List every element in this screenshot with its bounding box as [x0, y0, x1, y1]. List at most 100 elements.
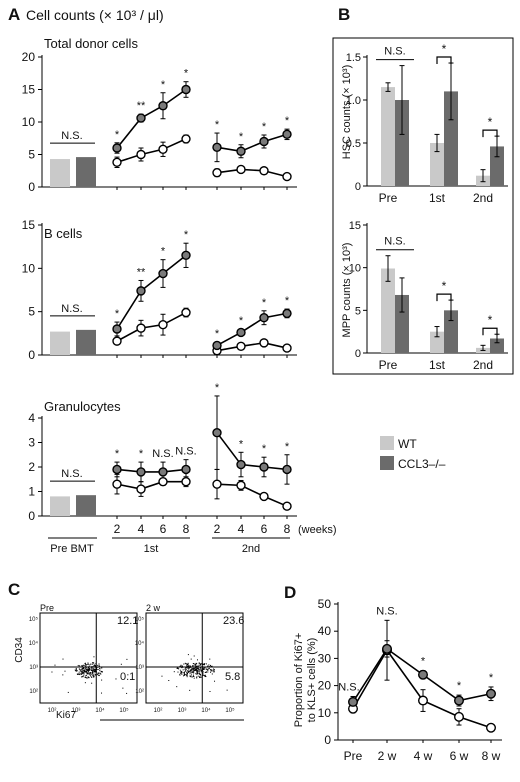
c0-event-188: [94, 674, 96, 676]
a0-first-annotation-3: *: [184, 68, 189, 80]
d-ytick-label-4: 40: [318, 624, 332, 638]
c0-event-132: [80, 670, 82, 672]
a2-first-point-s0-1: [136, 484, 146, 494]
a0-first-point-s0-2: [158, 144, 168, 155]
c1-event-189: [187, 667, 189, 669]
a1-ytick-label-3: 15: [22, 218, 36, 232]
c0-event-187: [87, 663, 89, 665]
c1-sparse-event-16: [214, 680, 216, 682]
c1-event-228: [201, 668, 203, 670]
panel-b-frame: [332, 37, 514, 375]
c1-event-125: [196, 670, 198, 672]
panel-label-d: D: [284, 583, 296, 602]
c1-sparse-event-12: [189, 689, 191, 691]
a1-first-point-s0-2: [158, 319, 168, 330]
b1-bar-0-1: [395, 294, 409, 353]
chart-c-plot1-title: Pre: [40, 603, 54, 613]
c0-event-103: [85, 677, 87, 679]
a0-first-line-0: [116, 138, 187, 164]
c1-event-188: [179, 674, 181, 676]
c1-sparse-event-1: [193, 655, 195, 657]
c0-event-78: [78, 666, 80, 668]
b0-bar-0-0: [381, 87, 395, 186]
a1-second-annotation-0: *: [215, 328, 220, 340]
x-tick-label-6: 6: [261, 522, 268, 536]
a2-first-annotation-3: N.S.: [175, 446, 196, 458]
c1-event-252: [191, 674, 193, 676]
a0-first-point-s0-1: [136, 149, 146, 160]
c0-sparse-event-1: [67, 691, 69, 693]
c1-event-194: [207, 669, 209, 671]
c1-sparse-event-10: [202, 674, 204, 676]
c1-event-28: [177, 667, 179, 669]
c1-event-170: [213, 670, 215, 672]
c1-event-216: [189, 665, 191, 667]
a0-second-annotation-0: *: [215, 119, 220, 131]
c1-event-220: [213, 668, 215, 670]
c0-event-42: [82, 664, 84, 666]
c0-event-209: [87, 670, 89, 672]
c0-event-186: [85, 671, 87, 673]
c0-event-131: [90, 663, 92, 665]
c0-sparse-event-7: [127, 674, 129, 676]
a2-ytick-label-1: 1: [28, 485, 35, 499]
c0-event-7: [82, 669, 84, 671]
c1-event-250: [199, 666, 201, 668]
c1-event-51: [193, 670, 195, 672]
c1-event-232: [197, 667, 199, 669]
c0-ytick-label-0: 10²: [29, 689, 38, 695]
a2-pre-bar-wt: [50, 496, 70, 516]
chart-c-plot2-upper-right: 23.6: [223, 615, 244, 627]
d-ytick-label-5: 50: [318, 597, 332, 611]
legend-label-wt: WT: [398, 437, 417, 451]
c1-event-150: [184, 673, 186, 675]
c0-event-61: [83, 664, 85, 666]
group-label-pre-bmt: Pre BMT: [50, 543, 94, 555]
d-xtick-label-0: Pre: [344, 749, 363, 763]
c0-event-218: [84, 663, 86, 665]
c0-sparse-event-8: [101, 679, 103, 681]
c1-event-148: [192, 670, 194, 672]
c1-event-16: [193, 667, 195, 669]
a0-second-point-s0-1: [236, 164, 246, 175]
c1-event-14: [187, 665, 189, 667]
c1-event-137: [192, 668, 194, 670]
a0-second-point-s1-3: [282, 129, 292, 140]
c0-event-124: [87, 663, 89, 665]
c0-event-93: [95, 673, 97, 675]
c1-event-162: [195, 665, 197, 667]
b0-annotation-2: *: [488, 115, 493, 129]
c1-sparse-event-4: [161, 675, 163, 677]
a0-second-annotation-1: *: [239, 131, 244, 143]
c0-event-206: [79, 668, 81, 670]
d-ytick-label-0: 0: [324, 733, 331, 747]
c0-event-181: [84, 671, 86, 673]
c1-event-242: [176, 667, 178, 669]
c0-event-83: [81, 670, 83, 672]
c0-event-39: [98, 672, 100, 674]
c1-event-198: [186, 672, 188, 674]
c1-event-195: [196, 677, 198, 679]
a0-ytick-label-1: 5: [28, 148, 35, 162]
c1-event-59: [182, 675, 184, 677]
c1-event-156: [180, 666, 182, 668]
c0-event-160: [75, 668, 77, 670]
b0-annotation-0: N.S.: [384, 46, 405, 58]
c0-event-154: [93, 670, 95, 672]
c1-event-103: [187, 663, 189, 665]
a2-first-point-s0-0: [112, 479, 122, 489]
c1-sparse-event-6: [187, 654, 189, 656]
a1-second-point-s0-2: [259, 338, 269, 348]
a1-first-annotation-1: **: [137, 266, 146, 278]
a1-second-point-s1-3: [282, 308, 292, 319]
c1-event-253: [192, 675, 194, 677]
c0-xtick-label-0: 10²: [48, 708, 57, 714]
c1-xtick-label-3: 10⁵: [225, 707, 235, 714]
x-tick-label-5: 4: [238, 522, 245, 536]
c1-frame: [145, 612, 244, 704]
c1-sparse-event-0: [201, 675, 203, 677]
c0-event-57: [82, 671, 84, 673]
d-annotation-4: *: [489, 672, 494, 684]
c0-event-113: [85, 665, 87, 667]
c1-event-144: [184, 670, 186, 672]
